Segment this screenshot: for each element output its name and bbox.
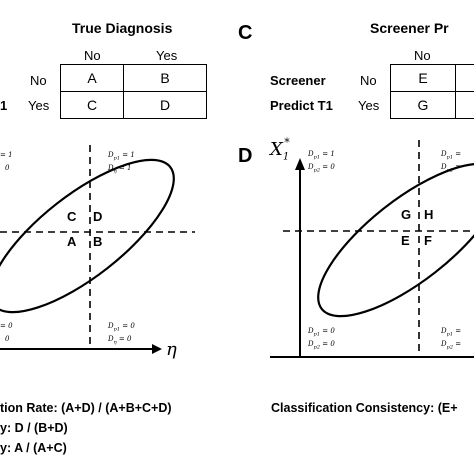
right-quadrant-g: G <box>401 207 412 222</box>
classification-rate-formula: tion Rate: (A+D) / (A+B+C+D) <box>0 401 172 415</box>
cell-d: D <box>123 91 207 119</box>
left-quadrant-a: A <box>67 234 77 249</box>
right-bottom-right-1: Dp1 = <box>441 327 462 338</box>
left-row-no: No <box>30 73 47 88</box>
right-col-no: No <box>414 48 431 63</box>
left-row-label-fragment: 1 <box>0 98 8 113</box>
left-bottom-left-2: 0 <box>5 335 10 343</box>
right-bottom-left-1: Dp1 = 0 <box>308 327 335 338</box>
right-quadrant-h: H <box>424 207 434 222</box>
left-quadrant-c: C <box>67 209 77 224</box>
panel-c-label: C <box>238 22 253 44</box>
screener-header: Screener Pr <box>370 20 449 36</box>
x1-star-axis-label: X1* <box>270 136 290 163</box>
screener-row-label: Screener <box>270 73 326 88</box>
right-bottom-right-2: Dp2 = <box>441 340 462 351</box>
right-top-left-2: Dp2 = 0 <box>308 163 335 174</box>
right-quadrant-e: E <box>401 233 410 248</box>
left-top-right-2: Dη = 1 <box>108 164 132 175</box>
specificity-formula: y: A / (A+C) <box>0 441 67 455</box>
left-col-no: No <box>84 48 101 63</box>
predict-row-label: Predict T1 <box>270 98 333 113</box>
classification-consistency-formula: Classification Consistency: (E+ <box>271 401 458 415</box>
right-ellipse <box>317 162 474 318</box>
true-diagnosis-header: True Diagnosis <box>72 20 173 36</box>
left-x-axis-arrow <box>152 344 162 354</box>
left-top-right-1: Dp1 = 1 <box>108 151 135 162</box>
eta-axis-label: η <box>166 339 177 360</box>
right-row-yes: Yes <box>358 98 380 113</box>
sensitivity-formula: y: D / (B+D) <box>0 421 68 435</box>
left-top-left-1: = 1 <box>0 151 13 159</box>
right-bottom-left-2: Dp2 = 0 <box>308 340 335 351</box>
left-quadrant-b: B <box>93 234 103 249</box>
left-ellipse <box>0 158 175 314</box>
left-bottom-right-1: Dp1 = 0 <box>108 322 135 333</box>
right-top-right-2: Dp2 = <box>441 163 462 174</box>
right-y-axis-arrow <box>295 158 305 170</box>
left-row-yes: Yes <box>28 98 50 113</box>
left-top-left-2: 0 <box>5 164 10 172</box>
left-quadrant-d: D <box>93 209 103 224</box>
right-top-left-1: Dp1 = 1 <box>308 150 335 161</box>
right-quadrant-f: F <box>424 233 432 248</box>
right-top-right-1: Dp1 = <box>441 150 462 161</box>
left-bottom-right-2: Dη = 0 <box>108 335 132 346</box>
cell-right-cut-2 <box>455 91 474 119</box>
right-row-no: No <box>360 73 377 88</box>
left-bottom-left-1: = 0 <box>0 322 13 330</box>
panel-d-label: D <box>238 145 253 167</box>
left-col-yes: Yes <box>156 48 178 63</box>
